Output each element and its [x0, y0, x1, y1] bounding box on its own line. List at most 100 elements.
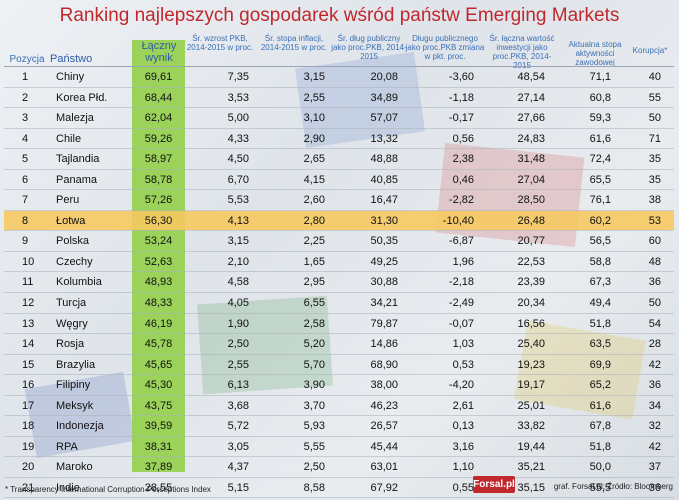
cell-debt-change: 1,96 [452, 255, 474, 268]
cell-unemployment: 65,5 [589, 173, 611, 186]
cell-score: 45,65 [144, 358, 173, 371]
cell-inflation: 3,70 [303, 399, 325, 412]
header-inflation: Śr. stopa inflacji, 2014-2015 w proc. [260, 34, 328, 52]
cell-unemployment: 71,1 [589, 71, 611, 83]
cell-rank: 18 [22, 420, 35, 433]
cell-investment: 16,56 [517, 317, 545, 330]
footnote: * Transparency International Corruption … [5, 485, 211, 494]
cell-rank: 15 [22, 358, 35, 371]
cell-debt: 30,88 [370, 276, 398, 289]
cell-rank: 11 [22, 276, 34, 289]
cell-inflation: 8,58 [303, 481, 325, 494]
cell-corruption: 55 [648, 91, 661, 104]
cell-country: Panama [56, 173, 97, 186]
header-score: Łączny wynik [141, 40, 177, 64]
table-row: 3 Malezja 62,04 5,00 3,10 57,07 -0,17 27,66 59,3… [4, 108, 674, 129]
cell-gdp: 6,70 [227, 173, 249, 186]
cell-debt-change: 0,13 [452, 420, 474, 433]
cell-investment: 27,04 [517, 173, 545, 186]
score-column-highlight [132, 40, 185, 472]
cell-gdp: 2,10 [227, 255, 249, 268]
cell-corruption: 48 [648, 255, 661, 268]
forsal-logo: Forsal.pl [473, 476, 515, 493]
cell-debt-change: -2,82 [448, 194, 474, 207]
cell-corruption: 50 [648, 112, 661, 125]
cell-debt-change: 3,16 [452, 440, 474, 453]
cell-unemployment: 55,5 [589, 481, 611, 494]
cell-gdp: 4,33 [227, 132, 249, 145]
header-country: Państwo [50, 53, 93, 65]
cell-rank: 7 [22, 194, 29, 207]
cell-score: 45,30 [144, 379, 173, 392]
cell-investment: 33,82 [517, 420, 545, 433]
cell-corruption: 60 [648, 235, 661, 248]
cell-inflation: 5,55 [303, 440, 325, 453]
cell-inflation: 2,50 [303, 461, 325, 474]
cell-gdp: 4,50 [227, 153, 249, 166]
cell-score: 52,63 [144, 255, 173, 268]
cell-rank: 3 [22, 112, 29, 125]
cell-inflation: 3,10 [303, 112, 325, 125]
table-row: 17 Meksyk 43,75 3,68 3,70 46,23 2,61 25,01 61,6 3… [4, 396, 674, 417]
cell-gdp: 5,15 [227, 481, 249, 494]
cell-debt: 45,44 [370, 440, 398, 453]
cell-debt: 31,30 [370, 214, 398, 227]
cell-gdp: 6,13 [227, 379, 249, 392]
cell-country: Meksyk [56, 399, 94, 412]
cell-country: Rosja [56, 338, 85, 351]
cell-investment: 24,83 [517, 132, 545, 145]
cell-gdp: 2,55 [227, 358, 249, 371]
cell-investment: 22,53 [517, 255, 545, 268]
cell-debt-change: 2,38 [452, 153, 474, 166]
cell-score: 58,78 [144, 173, 173, 186]
cell-investment: 19,44 [517, 440, 545, 453]
cell-inflation: 3,90 [303, 379, 325, 392]
cell-country: Chile [56, 132, 82, 145]
cell-rank: 5 [22, 153, 29, 166]
cell-unemployment: 56,5 [589, 235, 611, 248]
cell-inflation: 2,55 [303, 91, 325, 104]
cell-country: Maroko [56, 461, 93, 474]
cell-country: Indie [56, 481, 80, 494]
cell-debt-change: -0,17 [448, 112, 474, 125]
cell-rank: 21 [22, 481, 35, 494]
cell-corruption: 71 [648, 132, 661, 145]
cell-unemployment: 65,2 [589, 379, 611, 392]
cell-unemployment: 67,8 [589, 420, 611, 433]
cell-corruption: 50 [648, 297, 661, 310]
cell-country: Kolumbia [56, 276, 102, 289]
cell-unemployment: 60,2 [589, 214, 611, 227]
cell-country: Malezja [56, 112, 94, 125]
cell-inflation: 1,65 [303, 255, 325, 268]
table-row: 11 Kolumbia 48,93 4,58 2,95 30,88 -2,18 23,39 67… [4, 272, 674, 294]
header-debt: Śr. dług publiczny jako proc.PKB, 2014-2… [331, 34, 407, 61]
cell-unemployment: 50,0 [589, 461, 611, 474]
cell-corruption: 34 [648, 399, 661, 412]
cell-investment: 26,48 [517, 214, 545, 227]
cell-corruption: 53 [648, 214, 661, 227]
cell-score: 48,93 [144, 276, 173, 289]
cell-corruption: 42 [648, 358, 661, 371]
table-row: 10 Czechy 52,63 2,10 1,65 49,25 1,96 22,53 58,8 4… [4, 252, 674, 273]
cell-investment: 23,39 [517, 276, 545, 289]
cell-inflation: 5,70 [303, 358, 325, 371]
cell-unemployment: 58,8 [589, 255, 611, 268]
cell-unemployment: 60,8 [589, 91, 611, 104]
cell-unemployment: 61,6 [589, 399, 611, 412]
cell-debt: 50,35 [370, 235, 398, 248]
table-row: 13 Węgry 46,19 1,90 2,58 79,87 -0,07 16,56 51,8 5… [4, 314, 674, 335]
cell-corruption: 38 [648, 194, 661, 207]
cell-corruption: 36 [648, 481, 661, 494]
cell-debt-change: -2,49 [448, 297, 474, 310]
table-row: 2 Korea Płd. 68,44 3,53 2,55 34,89 -1,18 27,14 6… [4, 88, 674, 109]
table-row: 19 RPA 38,31 3,05 5,55 45,44 3,16 19,44 51,8 42 [4, 437, 674, 458]
cell-country: Tajlandia [56, 153, 100, 166]
cell-inflation: 2,60 [303, 194, 325, 207]
cell-score: 39,59 [144, 420, 173, 433]
cell-debt: 63,01 [370, 461, 398, 474]
cell-debt-change: 1,10 [452, 461, 474, 474]
cell-investment: 25,40 [517, 338, 545, 351]
cell-gdp: 5,72 [227, 420, 249, 433]
cell-debt: 13,32 [370, 132, 398, 145]
cell-score: 53,24 [144, 235, 173, 248]
